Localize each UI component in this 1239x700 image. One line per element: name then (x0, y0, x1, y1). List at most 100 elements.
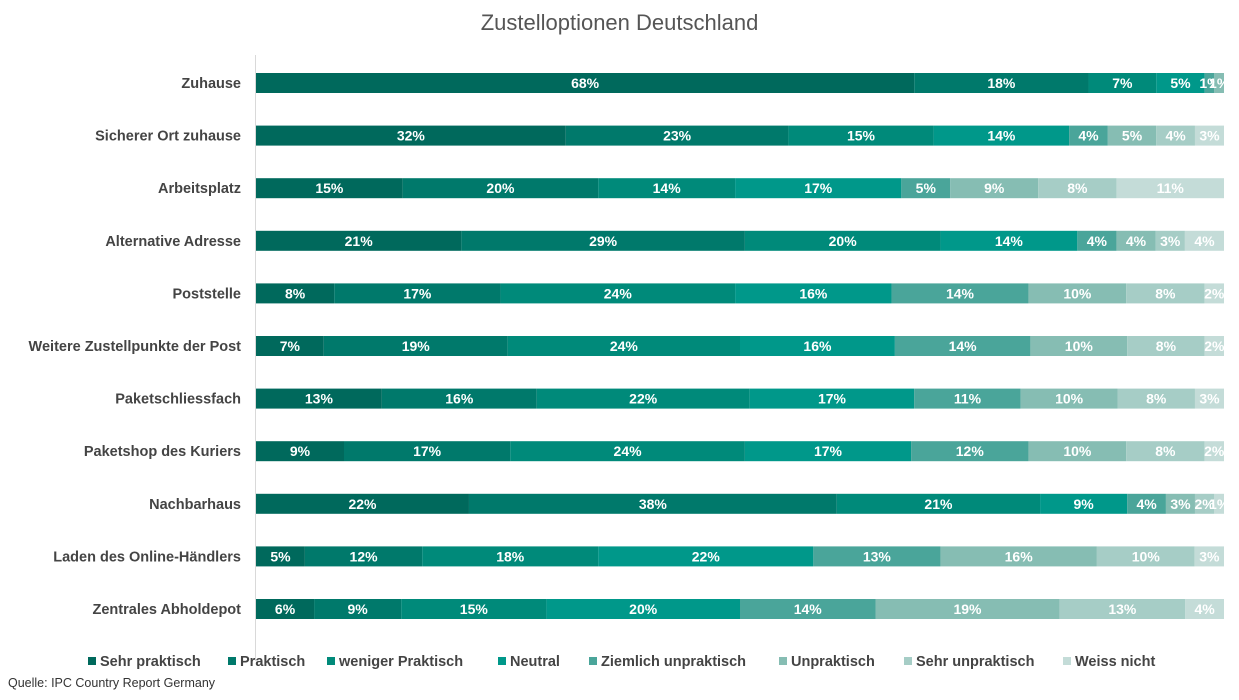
data-label: 13% (1108, 601, 1137, 617)
data-label: 23% (663, 128, 692, 144)
data-label: 32% (397, 128, 426, 144)
bar-segment (1214, 73, 1224, 93)
data-label: 3% (1199, 391, 1220, 407)
data-label: 14% (949, 338, 978, 354)
data-label: 29% (589, 233, 618, 249)
legend-label: Neutral (510, 654, 560, 670)
bar-segment (304, 546, 423, 567)
category-label: Paketshop des Kuriers (84, 444, 241, 460)
bar-segment (1069, 125, 1108, 146)
data-label: 16% (803, 338, 832, 354)
data-label: 5% (270, 548, 291, 564)
category-label: Laden des Online-Händlers (53, 549, 241, 565)
bar-segment (940, 230, 1078, 251)
bar-segment (598, 546, 814, 567)
bar-segment (256, 73, 915, 93)
bar-segment (256, 441, 344, 462)
bar-segment (1088, 73, 1157, 93)
bar-segment (1040, 493, 1128, 514)
legend-label: Praktisch (240, 654, 305, 670)
bar-segment (911, 441, 1029, 462)
data-label: 14% (653, 180, 682, 196)
legend-label: Sehr praktisch (100, 654, 201, 670)
data-label: 3% (1199, 548, 1220, 564)
bar-segment (1194, 125, 1224, 146)
bar-segment (933, 125, 1070, 146)
bar-segment (744, 230, 941, 251)
legend-label: weniger Praktisch (338, 654, 463, 670)
data-label: 17% (413, 443, 442, 459)
category-label: Paketschliessfach (115, 392, 241, 408)
data-label: 17% (818, 391, 847, 407)
data-label: 24% (604, 285, 633, 301)
bar-segment (894, 336, 1031, 356)
data-label: 17% (814, 443, 843, 459)
data-label: 9% (348, 601, 369, 617)
data-label: 13% (305, 391, 334, 407)
bar-segment (510, 441, 745, 462)
data-label: 17% (804, 180, 833, 196)
data-label: 20% (629, 601, 658, 617)
data-label: 4% (1195, 601, 1216, 617)
data-label: 68% (571, 75, 600, 91)
data-label: 11% (954, 391, 982, 407)
bar-segment (1059, 599, 1186, 619)
bar-segment (1156, 73, 1205, 93)
data-label: 4% (1126, 233, 1147, 249)
bar-segment (735, 178, 902, 199)
data-label: 1% (1209, 496, 1230, 512)
bar-segment (565, 125, 789, 146)
bar-segment (461, 230, 745, 251)
bar-segment (334, 283, 501, 304)
bar-segment (744, 441, 912, 462)
data-label: 15% (847, 128, 876, 144)
legend-label: Weiss nicht (1075, 654, 1155, 670)
legend-swatch (589, 657, 597, 665)
data-label: 10% (1063, 443, 1092, 459)
data-label: 4% (1194, 233, 1215, 249)
bar-segment (256, 493, 469, 514)
legend-swatch (498, 657, 506, 665)
bar-segment (1204, 441, 1224, 462)
data-label: 24% (614, 443, 643, 459)
legend-swatch (228, 657, 236, 665)
bar-segment (1185, 599, 1224, 619)
bar-segment (500, 283, 736, 304)
bar-segment (891, 283, 1029, 304)
bar-segment (1214, 493, 1224, 514)
data-label: 11% (1157, 180, 1185, 196)
bar-segment (836, 493, 1041, 514)
data-label: 17% (403, 285, 432, 301)
data-label: 9% (290, 443, 311, 459)
category-label: Poststelle (173, 286, 242, 302)
bar-segment (1127, 493, 1166, 514)
bar-segment (323, 336, 508, 356)
category-label: Nachbarhaus (149, 497, 241, 513)
bar-segment (735, 283, 892, 304)
bar-segment (256, 125, 566, 146)
bar-segment (507, 336, 740, 356)
source-note: Quelle: IPC Country Report Germany (8, 676, 216, 690)
data-label: 4% (1136, 496, 1157, 512)
bar-segment (1126, 283, 1205, 304)
bar-segment (914, 388, 1021, 409)
data-label: 2% (1204, 338, 1225, 354)
data-label: 22% (629, 391, 658, 407)
data-label: 2% (1204, 285, 1225, 301)
data-label: 38% (639, 496, 668, 512)
legend-swatch (88, 657, 96, 665)
data-label: 18% (496, 548, 525, 564)
category-label: Sicherer Ort zuhause (95, 129, 241, 145)
data-label: 13% (863, 548, 892, 564)
bar-segment (546, 599, 740, 619)
bar-segment (401, 599, 547, 619)
bar-segment (740, 336, 895, 356)
bar-segment (422, 546, 599, 567)
data-label: 5% (1122, 128, 1143, 144)
bar-segment (598, 178, 736, 199)
data-label: 1% (1209, 75, 1230, 91)
data-label: 8% (1146, 391, 1167, 407)
bar-segment (1194, 493, 1215, 514)
category-label: Arbeitsplatz (158, 181, 241, 197)
